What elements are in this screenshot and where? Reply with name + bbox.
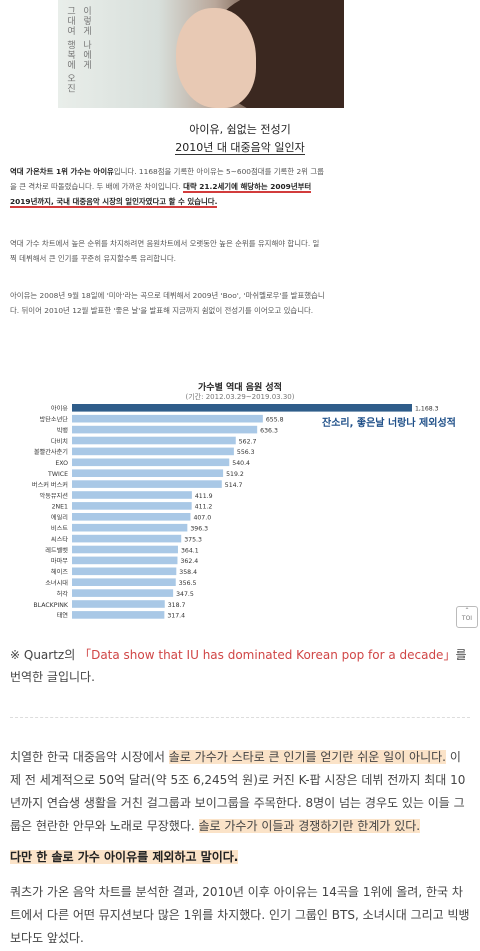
value-label: 396.3	[190, 526, 208, 533]
paragraph-highlight: 솔로 가수가 스타로 큰 인기를 얻기란 쉬운 일이 아니다.	[168, 750, 446, 764]
chart-subtitle: (기간: 2012.03.29~2019.03.30)	[185, 393, 295, 401]
article-paragraph: 치열한 한국 대중음악 시장에서 솔로 가수가 스타로 큰 인기를 얻기란 쉬운…	[10, 746, 470, 838]
bar	[72, 480, 222, 488]
value-label: 411.9	[195, 493, 213, 500]
article-paragraph: 역대 가수 차트에서 높은 순위를 차지하려면 음원차트에서 오랫동안 높은 순…	[10, 239, 320, 263]
hero-vertical-text: 그대여 행복에 오진	[65, 6, 75, 94]
source-note: ※ Quartz의 「Data show that IU has dominat…	[10, 644, 470, 688]
paragraph-text: 입니다. 1168점을 기록한 아이유는 5~600점대를 기록한 2위 그룹을…	[10, 167, 324, 191]
heading-line-2: 2010년 대 대중음악 일인자	[0, 139, 480, 155]
paragraph-text: 이제 전 세계적으로 50억 달러(약 5조 6,245억 원)로 커진 K-팝…	[10, 750, 466, 833]
toi-button[interactable]: ⌃ TOI	[456, 606, 478, 628]
article-paragraph: 아이유는 2008년 9월 18일에 '미아'라는 곡으로 데뷔해서 2009년…	[10, 291, 325, 315]
category-label: 다비치	[51, 437, 68, 445]
note-suffix: 를 번역한 글입니다.	[10, 648, 467, 684]
note-prefix: ※ Quartz의	[10, 648, 80, 662]
divider	[10, 717, 470, 718]
value-label: 514.7	[225, 482, 243, 489]
bar	[72, 513, 191, 521]
article-paragraph: 쿼츠가 가온 음악 차트를 분석한 결과, 2010년 이후 아이유는 14곡을…	[10, 885, 470, 945]
bar	[72, 578, 176, 586]
bar	[72, 491, 192, 499]
bar	[72, 425, 258, 434]
value-label: 556.3	[237, 449, 255, 456]
category-label: 소녀시대	[45, 579, 68, 587]
paragraph-bold: 역대 가온차트 1위 가수는 아이유	[10, 167, 114, 176]
chart-annotation: 잔소리, 좋은날 너랑나 제외성적	[322, 418, 456, 429]
category-label: 아이유	[51, 405, 68, 413]
bar	[72, 556, 178, 565]
paragraph-highlight: 대략 21.2세기에 해당하는 2009년부터 2019년까지, 국내 대중음악…	[10, 182, 312, 208]
bar	[72, 523, 188, 532]
category-label: 레드벨벳	[45, 546, 68, 554]
paragraph-highlight: 솔로 가수가 이들과 경쟁하기란 한계가 있다.	[198, 819, 421, 833]
toi-label: TOI	[461, 615, 473, 622]
category-label: EXO	[55, 460, 68, 467]
hero-vertical-text: 이렇게 나에게	[81, 6, 91, 70]
bar	[72, 567, 177, 576]
category-label: 마마무	[51, 557, 68, 565]
value-label: 655.8	[266, 417, 284, 424]
value-label: 540.4	[232, 460, 250, 467]
value-label: 519.2	[226, 471, 244, 478]
value-label: 318.7	[168, 602, 186, 609]
category-label: 악동뮤지션	[40, 492, 69, 500]
value-label: 411.2	[195, 504, 213, 511]
article-paragraph: 역대 가온차트 1위 가수는 아이유입니다. 1168점을 기록한 아이유는 5…	[10, 164, 325, 209]
hero-image: 그대여 행복에 오진 이렇게 나에게	[58, 0, 344, 108]
category-label: 2NE1	[52, 504, 68, 511]
category-label: 방탄소년단	[40, 416, 69, 424]
category-label: 헤이즈	[51, 568, 68, 576]
heading-line-2-text: 2010년 대 대중음악 일인자	[175, 141, 305, 155]
value-label: 364.1	[181, 547, 199, 554]
bar	[72, 404, 412, 412]
bar	[72, 469, 224, 477]
paragraph-highlight: 다만 한 솔로 가수 아이유를 제외하고 말이다.	[10, 850, 239, 864]
category-label: 비스트	[51, 525, 68, 533]
article-paragraph: 다만 한 솔로 가수 아이유를 제외하고 말이다.	[10, 846, 470, 869]
source-link[interactable]: 「Data show that IU has dominated Korean …	[79, 648, 456, 662]
value-label: 407.0	[193, 515, 211, 522]
paragraph-text: 치열한 한국 대중음악 시장에서	[10, 750, 169, 764]
value-label: 562.7	[239, 438, 257, 445]
value-label: 356.5	[179, 580, 197, 587]
value-label: 375.3	[184, 536, 202, 543]
value-label: 317.4	[167, 613, 185, 620]
hero-face	[176, 8, 256, 108]
category-label: 빅뱅	[57, 426, 69, 434]
bar	[72, 611, 165, 619]
value-label: 1,168.3	[415, 406, 439, 413]
value-label: 347.5	[176, 591, 194, 598]
bar	[72, 502, 192, 510]
category-label: BLACKPINK	[33, 602, 69, 609]
heading-line-1: 아이유, 쉼없는 전성기	[189, 123, 291, 136]
bar-chart: 아이유 1,168.3 방탄소년단 655.8 빅뱅 636.3 다비치 562.7 볼빨간사춘…	[32, 404, 439, 620]
value-label: 362.4	[180, 558, 198, 565]
bar	[72, 589, 174, 597]
value-label: 358.4	[179, 569, 197, 576]
category-label: TWICE	[47, 471, 68, 478]
category-label: 에일리	[51, 514, 68, 522]
bar	[72, 600, 165, 608]
bar	[72, 447, 234, 456]
category-label: 볼빨간사춘기	[34, 448, 68, 456]
bar	[72, 545, 178, 554]
bar	[72, 458, 230, 467]
category-label: 버스커 버스커	[32, 481, 68, 489]
chart-title: 가수별 역대 음원 성적	[198, 383, 282, 393]
value-label: 636.3	[260, 427, 278, 434]
category-label: 씨스타	[51, 535, 68, 543]
bar	[72, 414, 263, 423]
bar	[72, 534, 182, 543]
bar	[72, 436, 236, 445]
category-label: 허각	[57, 590, 69, 598]
category-label: 태연	[57, 612, 69, 620]
